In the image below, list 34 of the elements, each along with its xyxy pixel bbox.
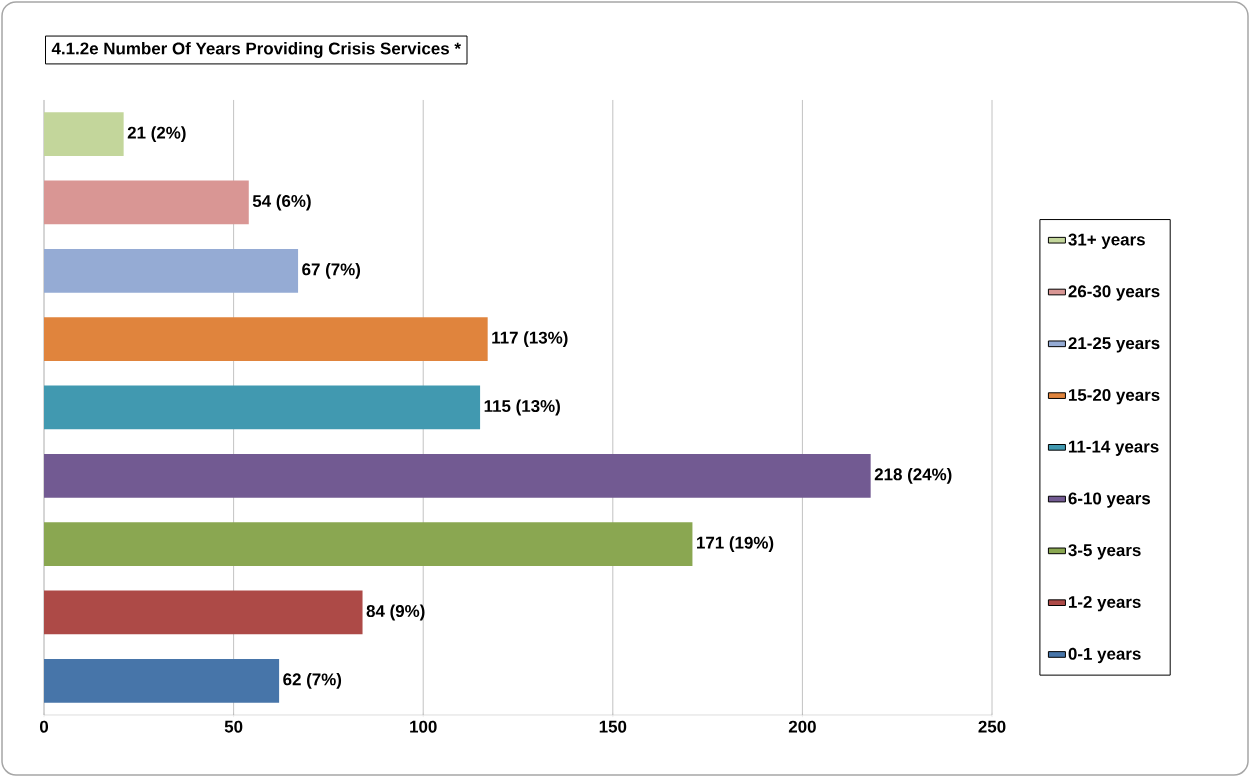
bar — [44, 385, 481, 430]
legend-label: 31+ years — [1068, 233, 1145, 249]
legend-label: 0-1 years — [1068, 647, 1141, 664]
x-tick-label: 0 — [39, 720, 49, 733]
x-tick-label: 250 — [978, 720, 1006, 733]
bar — [44, 112, 124, 157]
x-tick-label: 200 — [788, 720, 816, 733]
x-tick-label: 50 — [224, 720, 243, 733]
legend-label: 15-20 years — [1068, 388, 1160, 405]
legend-label: 11-14 years — [1068, 440, 1159, 456]
data-label: 62 (7%) — [283, 672, 342, 689]
bar — [44, 590, 363, 635]
legend-label: 1-2 years — [1068, 596, 1141, 612]
x-tick-label: 100 — [410, 720, 437, 733]
data-label: 21 (2%) — [127, 126, 186, 143]
bar — [44, 522, 693, 567]
legend-label: 3-5 years — [1068, 544, 1141, 560]
chart-title: 4.1.2e Number Of Years Providing Crisis Services * — [51, 42, 461, 58]
data-label: 84 (9%) — [366, 604, 425, 621]
legend-label: 6-10 years — [1068, 492, 1151, 508]
bar — [44, 658, 280, 703]
bar — [44, 453, 871, 498]
data-label: 115 (13%) — [484, 399, 560, 416]
bar — [44, 317, 488, 362]
bar — [44, 180, 249, 225]
data-label: 218 (24%) — [874, 467, 952, 484]
legend-label: 21-25 years — [1068, 337, 1160, 353]
data-label: 54 (6%) — [252, 194, 311, 211]
data-label: 171 (19%) — [697, 536, 774, 553]
x-tick-label: 150 — [599, 720, 627, 733]
data-label: 117 (13%) — [492, 331, 568, 348]
legend-label: 26-30 years — [1068, 285, 1160, 301]
bar — [44, 248, 299, 293]
data-label: 67 (7%) — [302, 262, 361, 279]
